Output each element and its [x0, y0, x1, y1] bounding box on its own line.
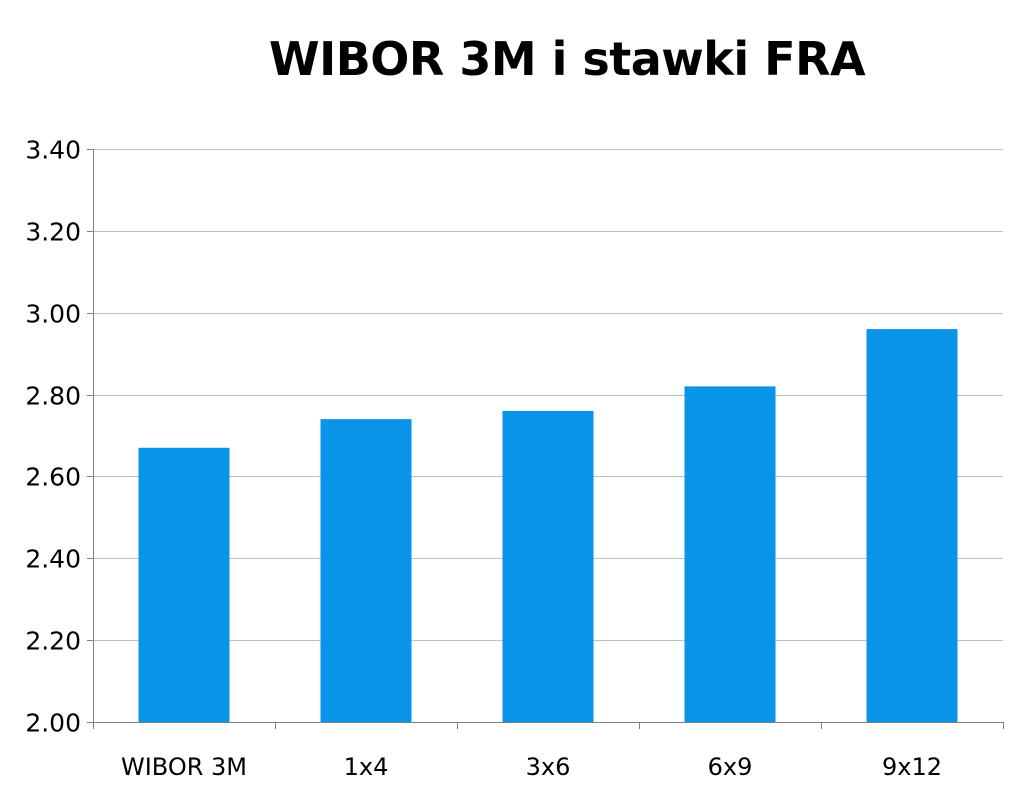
- y-tick-label: 2.60: [25, 463, 81, 492]
- bar: [138, 447, 230, 722]
- bar: [684, 386, 776, 722]
- bars: [138, 329, 958, 722]
- y-tick-label: 2.20: [25, 627, 81, 656]
- y-tick-label: 3.20: [25, 218, 81, 247]
- x-tick-label: 1x4: [344, 753, 389, 781]
- y-tick-label: 2.40: [25, 545, 81, 574]
- bar: [866, 329, 958, 722]
- x-tick-label: 3x6: [526, 753, 571, 781]
- x-tick-label: WIBOR 3M: [121, 753, 247, 781]
- y-tick-label: 3.40: [25, 136, 81, 165]
- y-tick-label: 2.80: [25, 382, 81, 411]
- y-tick-label: 2.00: [25, 709, 81, 738]
- bar: [320, 419, 412, 722]
- chart-title: WIBOR 3M i stawki FRA: [268, 32, 866, 86]
- x-tick-label: 9x12: [882, 753, 942, 781]
- x-tick-label: 6x9: [708, 753, 753, 781]
- y-tick-labels: 2.00 2.20 2.40 2.60 2.80 3.00 3.20 3.40: [25, 136, 81, 738]
- axes: [87, 149, 1004, 729]
- bar: [502, 410, 594, 722]
- y-tick-label: 3.00: [25, 300, 81, 329]
- x-tick-labels: WIBOR 3M 1x4 3x6 6x9 9x12: [121, 753, 942, 781]
